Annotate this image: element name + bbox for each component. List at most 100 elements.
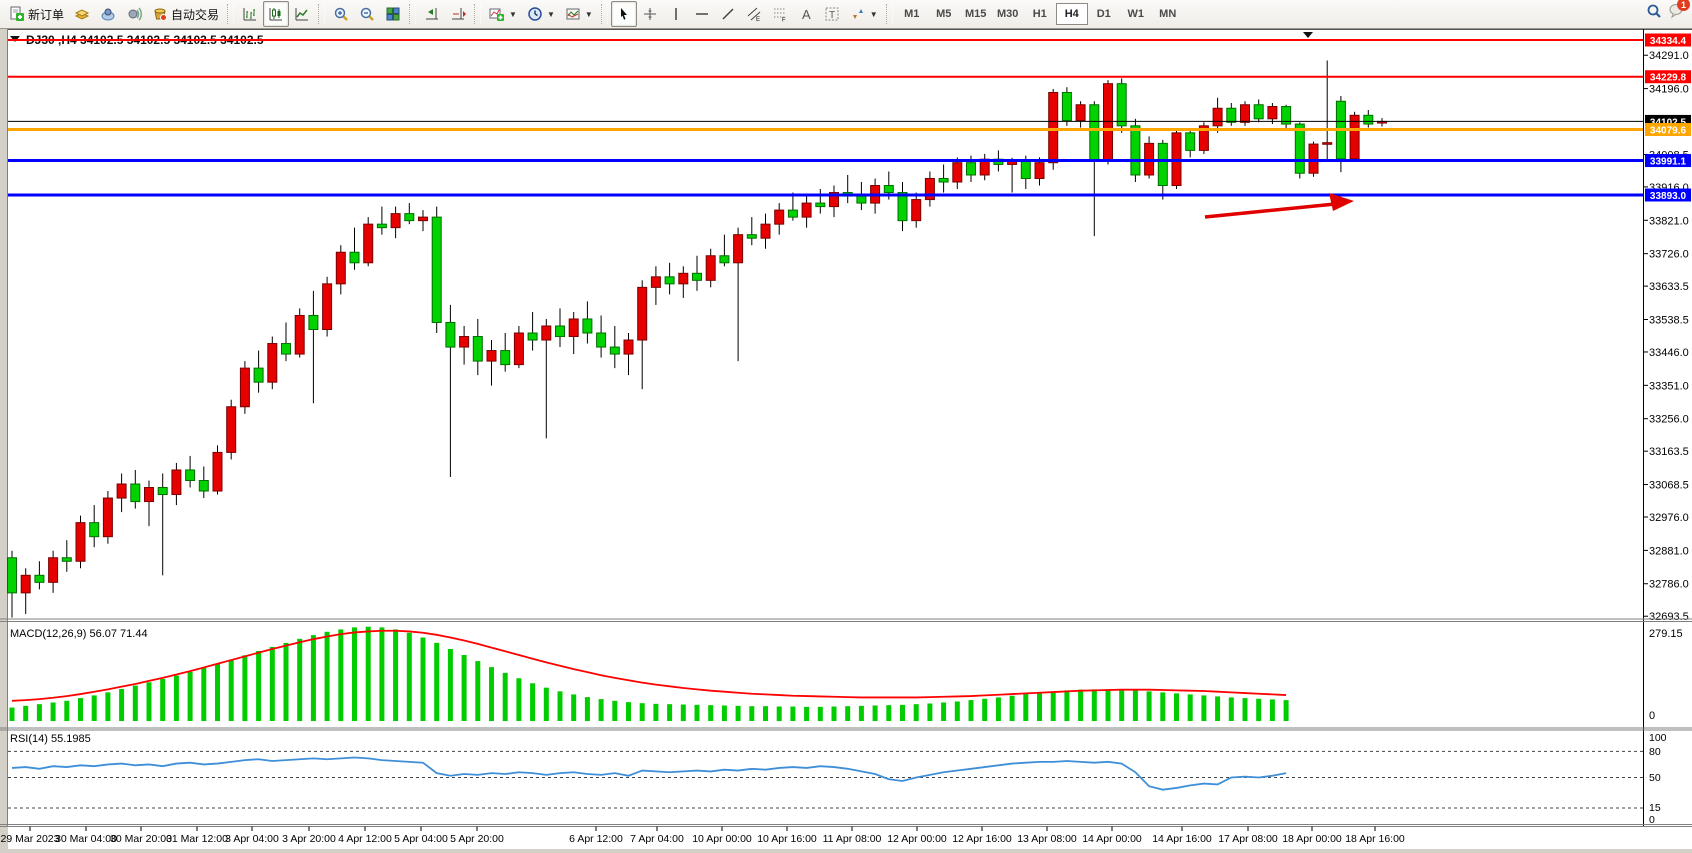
- line-chart-button[interactable]: [289, 1, 315, 27]
- timeframe-m5-button[interactable]: M5: [936, 8, 952, 20]
- templates-dropdown[interactable]: ▼: [560, 1, 598, 27]
- signals-button[interactable]: [121, 1, 147, 27]
- macd-histogram-bar: [310, 635, 316, 721]
- toolbar-separator: [409, 4, 417, 24]
- candle-down: [664, 276, 675, 285]
- candle-down: [582, 318, 593, 334]
- macd-histogram-bar: [1283, 700, 1289, 721]
- candles: [7, 60, 1387, 618]
- time-axis-label: 30 Mar 20:00: [110, 833, 172, 845]
- price-chart[interactable]: DJ30 ,H4 34102.5 34102.5 34102.5 34102.5…: [0, 29, 1692, 853]
- periods-dropdown[interactable]: ▼: [522, 1, 560, 27]
- candles-button[interactable]: [263, 1, 290, 27]
- horizontal-line-button[interactable]: [689, 1, 715, 27]
- gold-box-button[interactable]: [69, 1, 95, 27]
- macd-histogram-bar: [790, 706, 796, 721]
- candle-down: [883, 185, 894, 194]
- macd-histogram-bar: [256, 650, 262, 721]
- price-tag-label: 34102.5: [1650, 117, 1687, 128]
- timeframe-h1-button[interactable]: H1: [1032, 8, 1047, 20]
- dropdown-arrow-icon[interactable]: ▼: [546, 9, 555, 19]
- candle-down: [1363, 114, 1374, 125]
- price-tick: 32786.0: [1649, 579, 1689, 591]
- equidistant-channel-button[interactable]: E: [741, 1, 767, 27]
- candle-up: [705, 255, 716, 281]
- zoom-out-button[interactable]: [354, 1, 380, 27]
- timeframe-m15-button[interactable]: M15: [965, 8, 987, 20]
- timeframe-m1-button[interactable]: M1: [904, 8, 920, 20]
- dropdown-arrow-icon[interactable]: ▼: [869, 9, 878, 19]
- main-toolbar: 新订单 自动交易 ▼ ▼ ▼ E F A T ▼ M1 M5 M15 M30 H1 H4 D1 W1 MN 1: [0, 0, 1692, 29]
- macd-histogram-bar: [1132, 690, 1138, 721]
- candle-down: [1116, 83, 1127, 127]
- price-tag-label: 34079.6: [1650, 125, 1687, 136]
- macd-histogram-bar: [530, 683, 536, 721]
- tile-windows-button[interactable]: [380, 1, 406, 27]
- macd-histogram-bar: [1201, 695, 1207, 721]
- scroll-marker-icon: [1303, 32, 1313, 38]
- new-order-button[interactable]: 新订单: [4, 1, 69, 27]
- candle-up: [48, 557, 59, 583]
- candle-up: [568, 318, 579, 338]
- timeframe-m30-button[interactable]: M30: [997, 8, 1019, 20]
- candle-down: [596, 332, 607, 348]
- timeframe-mn-button[interactable]: MN: [1159, 8, 1177, 20]
- text-button[interactable]: A: [793, 1, 819, 27]
- publish-button[interactable]: [95, 1, 121, 27]
- candle-down: [555, 325, 565, 338]
- auto-trading-button[interactable]: 自动交易: [147, 1, 224, 27]
- macd-histogram-bar: [995, 697, 1001, 721]
- time-axis-label: 29 Mar 2023: [1, 833, 60, 845]
- zoom-in-button[interactable]: [328, 1, 354, 27]
- candle-up: [20, 574, 31, 594]
- candle-up: [1308, 143, 1319, 174]
- megaphone-icon: [126, 6, 143, 22]
- candle-up: [1075, 104, 1086, 122]
- candle-up: [363, 223, 374, 264]
- svg-text:E: E: [756, 17, 760, 22]
- candle-up: [1349, 114, 1360, 160]
- search-icon[interactable]: [1646, 3, 1662, 19]
- svg-text:T: T: [829, 10, 835, 21]
- vertical-line-button[interactable]: [663, 1, 689, 27]
- chart-autoscroll-button[interactable]: [445, 1, 471, 27]
- bars-button[interactable]: [237, 1, 263, 27]
- toolbar-separator: [885, 4, 893, 24]
- candle-up: [102, 497, 113, 538]
- dropdown-arrow-icon[interactable]: ▼: [509, 9, 517, 19]
- indicators-dropdown[interactable]: ▼: [484, 1, 522, 27]
- price-tick: 33726.0: [1649, 249, 1689, 261]
- macd-histogram-bar: [64, 700, 70, 721]
- cursor-button[interactable]: [610, 1, 637, 27]
- svg-text:F: F: [782, 18, 786, 23]
- macd-histogram-bar: [694, 704, 700, 721]
- macd-histogram-bar: [598, 699, 604, 721]
- macd-histogram-bar: [365, 626, 371, 721]
- candle-up: [829, 192, 839, 208]
- crosshair-button[interactable]: [637, 1, 663, 27]
- chart-shift-button[interactable]: [419, 1, 445, 27]
- zoom-out-icon: [359, 6, 375, 22]
- text-label-button[interactable]: T: [819, 1, 845, 27]
- macd-signal-line: [11, 629, 1287, 702]
- price-tick: 33163.5: [1649, 446, 1689, 458]
- timeframe-h4-button[interactable]: H4: [1055, 3, 1088, 25]
- timeframe-d1-button[interactable]: D1: [1096, 8, 1111, 20]
- candle-down: [472, 336, 483, 362]
- tile-windows-icon: [385, 6, 401, 22]
- notifications-icon[interactable]: 1: [1668, 0, 1690, 20]
- trendline-button[interactable]: [715, 1, 741, 27]
- candle-up: [623, 339, 634, 355]
- time-axis-label: 18 Apr 00:00: [1282, 833, 1342, 845]
- dropdown-arrow-icon[interactable]: ▼: [584, 9, 593, 19]
- candle-up: [637, 286, 648, 341]
- time-axis-label: 12 Apr 16:00: [952, 833, 1012, 845]
- price-tick: 33256.0: [1649, 414, 1689, 426]
- macd-histogram-bar: [447, 648, 453, 721]
- arrows-dropdown[interactable]: ▼: [845, 1, 883, 27]
- annotation-arrow[interactable]: [1204, 193, 1354, 219]
- macd-histogram-bar: [406, 632, 412, 721]
- fibonacci-button[interactable]: F: [767, 1, 793, 27]
- timeframe-w1-button[interactable]: W1: [1127, 8, 1144, 20]
- candle-up: [212, 451, 223, 492]
